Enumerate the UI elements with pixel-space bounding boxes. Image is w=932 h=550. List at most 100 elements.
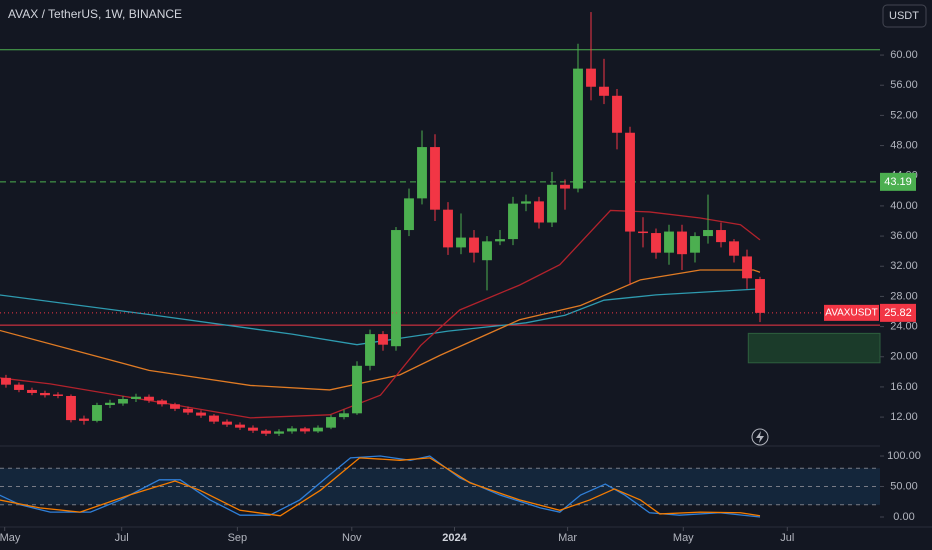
candle-body (365, 334, 375, 366)
candle-body (625, 132, 635, 232)
candle-body (14, 384, 24, 390)
y-tick-label: 60.00 (890, 49, 918, 61)
price-badge (880, 303, 916, 322)
y-tick-label: 50.00 (890, 480, 918, 492)
x-tick-label: Sep (228, 532, 248, 544)
level-badge (880, 172, 916, 191)
candle-body (456, 237, 466, 248)
candle-body (677, 231, 687, 255)
currency-button[interactable] (882, 4, 927, 28)
candle-body (209, 415, 219, 422)
chart-title: AVAX / TetherUS, 1W, BINANCE (8, 7, 182, 21)
y-tick-label: 36.00 (890, 230, 918, 242)
y-tick-label: 48.00 (890, 139, 918, 151)
x-tick-label: Mar (558, 532, 577, 544)
y-tick-label: 32.00 (890, 260, 918, 272)
candle-body (508, 203, 518, 240)
candle-body (27, 389, 37, 393)
candle-body (703, 230, 713, 237)
candle-body (313, 427, 323, 432)
y-tick-label: 24.00 (890, 320, 918, 332)
candle-body (599, 86, 609, 96)
candle-body (378, 334, 388, 345)
moving-average (0, 269, 761, 391)
x-tick-label: Nov (342, 532, 362, 544)
zone-box (747, 332, 881, 364)
candle-body (482, 241, 492, 261)
candle-body (352, 365, 362, 414)
level-label: 43.19 (884, 176, 912, 188)
candle-body (521, 201, 531, 204)
candle-body (300, 428, 310, 432)
currency-label[interactable]: USDT (889, 10, 919, 22)
candle-body (690, 236, 700, 253)
candle-body (573, 68, 583, 189)
candle-body (729, 241, 739, 256)
candle-body (287, 428, 297, 432)
candle-body (261, 430, 271, 434)
candle-body (469, 237, 479, 253)
candle-body (755, 279, 765, 313)
x-tick-label: Jul (780, 532, 794, 544)
candle-body (92, 405, 102, 421)
y-tick-label: 56.00 (890, 79, 918, 91)
candle-body (274, 431, 284, 434)
x-tick-label: 2024 (442, 532, 467, 544)
candle-body (235, 424, 245, 428)
candle-body (170, 404, 180, 409)
candle-body (612, 95, 622, 133)
candle-body (66, 395, 76, 421)
candle-body (222, 421, 232, 425)
y-tick-label: 28.00 (890, 290, 918, 302)
candle-body (339, 413, 349, 418)
y-tick-label: 12.00 (890, 411, 918, 423)
candle-body (157, 400, 167, 405)
candle-body (664, 231, 674, 253)
y-tick-label: 40.00 (890, 200, 918, 212)
candle-body (131, 396, 141, 399)
symbol-label: AVAXUSDT (825, 307, 877, 318)
y-tick-label: 16.00 (890, 381, 918, 393)
y-tick-label: 0.00 (893, 511, 914, 523)
candle-body (742, 256, 752, 279)
candle-body (495, 239, 505, 242)
y-tick-label: 52.00 (890, 109, 918, 121)
candle-body (118, 398, 128, 404)
candle-body (443, 209, 453, 248)
plot (0, 12, 881, 518)
y-tick-label: 100.00 (887, 450, 921, 462)
candle-body (183, 408, 193, 413)
y-tick-label: 20.00 (890, 351, 918, 363)
candle-body (547, 184, 557, 223)
candle-body (79, 418, 89, 421)
candle-body (391, 230, 401, 347)
candle-body (196, 412, 206, 416)
candle-body (248, 427, 258, 431)
candle-body (560, 184, 570, 189)
moving-average (0, 209, 761, 419)
candle-body (716, 230, 726, 243)
candle-body (586, 68, 596, 87)
candle-body (534, 201, 544, 223)
candle-body (417, 147, 427, 199)
oscillator-line (0, 457, 761, 517)
candle-body (144, 396, 154, 401)
candle-body (404, 198, 414, 231)
candle-body (1, 377, 11, 385)
moving-average (0, 288, 761, 346)
candle-body (430, 147, 440, 210)
price-label: 25.82 (884, 307, 912, 319)
x-tick-label: Jul (115, 532, 129, 544)
candle-body (40, 392, 50, 396)
candle-body (638, 231, 648, 234)
candle-body (326, 417, 336, 428)
symbol-badge (824, 304, 879, 321)
x-tick-label: May (0, 532, 21, 544)
candle-body (53, 394, 63, 396)
x-tick-label: May (673, 532, 694, 544)
candle-body (105, 402, 115, 406)
candle-body (651, 233, 661, 253)
alert-icon-bolt (756, 431, 764, 443)
